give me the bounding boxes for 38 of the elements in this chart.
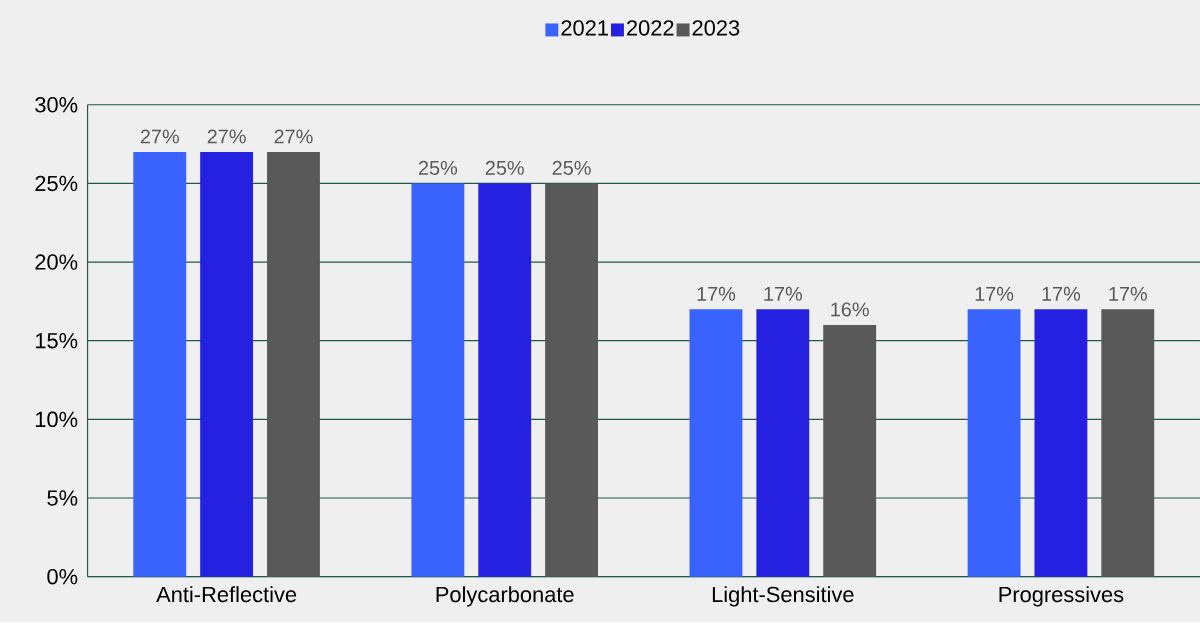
legend-label: 2023 bbox=[692, 20, 740, 36]
y-tick-label: 10% bbox=[35, 411, 78, 428]
x-tick-label: Polycarbonate bbox=[436, 586, 574, 607]
bar bbox=[411, 183, 465, 577]
bar bbox=[756, 309, 810, 577]
y-tick-label: 5% bbox=[47, 490, 78, 506]
x-tick-label: Anti-Reflective bbox=[156, 586, 297, 603]
bar bbox=[689, 309, 743, 577]
data-label: 27% bbox=[274, 129, 313, 144]
y-tick-label: 0% bbox=[47, 569, 78, 585]
legend-label: 2022 bbox=[627, 20, 674, 36]
y-tick-label: 20% bbox=[35, 254, 78, 271]
bar bbox=[967, 309, 1021, 577]
data-label: 17% bbox=[1042, 287, 1081, 301]
y-tick-label: 15% bbox=[35, 333, 78, 349]
data-label: 25% bbox=[485, 161, 524, 176]
data-label: 17% bbox=[764, 287, 802, 301]
data-label: 16% bbox=[831, 302, 869, 317]
data-label: 17% bbox=[697, 287, 736, 301]
bar bbox=[545, 183, 598, 577]
bar bbox=[267, 152, 320, 577]
bar bbox=[1034, 309, 1088, 577]
data-label: 17% bbox=[975, 287, 1014, 301]
y-tick-label: 30% bbox=[35, 97, 78, 113]
data-label: 17% bbox=[1109, 287, 1147, 301]
data-label: 27% bbox=[207, 129, 246, 144]
bar bbox=[133, 152, 187, 577]
data-label: 27% bbox=[140, 129, 179, 144]
data-label: 25% bbox=[418, 161, 458, 176]
bar bbox=[1101, 309, 1155, 577]
bar bbox=[478, 183, 532, 577]
bar bbox=[823, 325, 877, 577]
data-label: 25% bbox=[552, 161, 591, 176]
x-tick-label: Light-Sensitive bbox=[712, 586, 854, 607]
x-tick-label: Progressives bbox=[999, 586, 1124, 607]
bar bbox=[200, 152, 254, 577]
y-tick-label: 25% bbox=[35, 175, 78, 192]
legend-label: 2021 bbox=[561, 20, 608, 36]
